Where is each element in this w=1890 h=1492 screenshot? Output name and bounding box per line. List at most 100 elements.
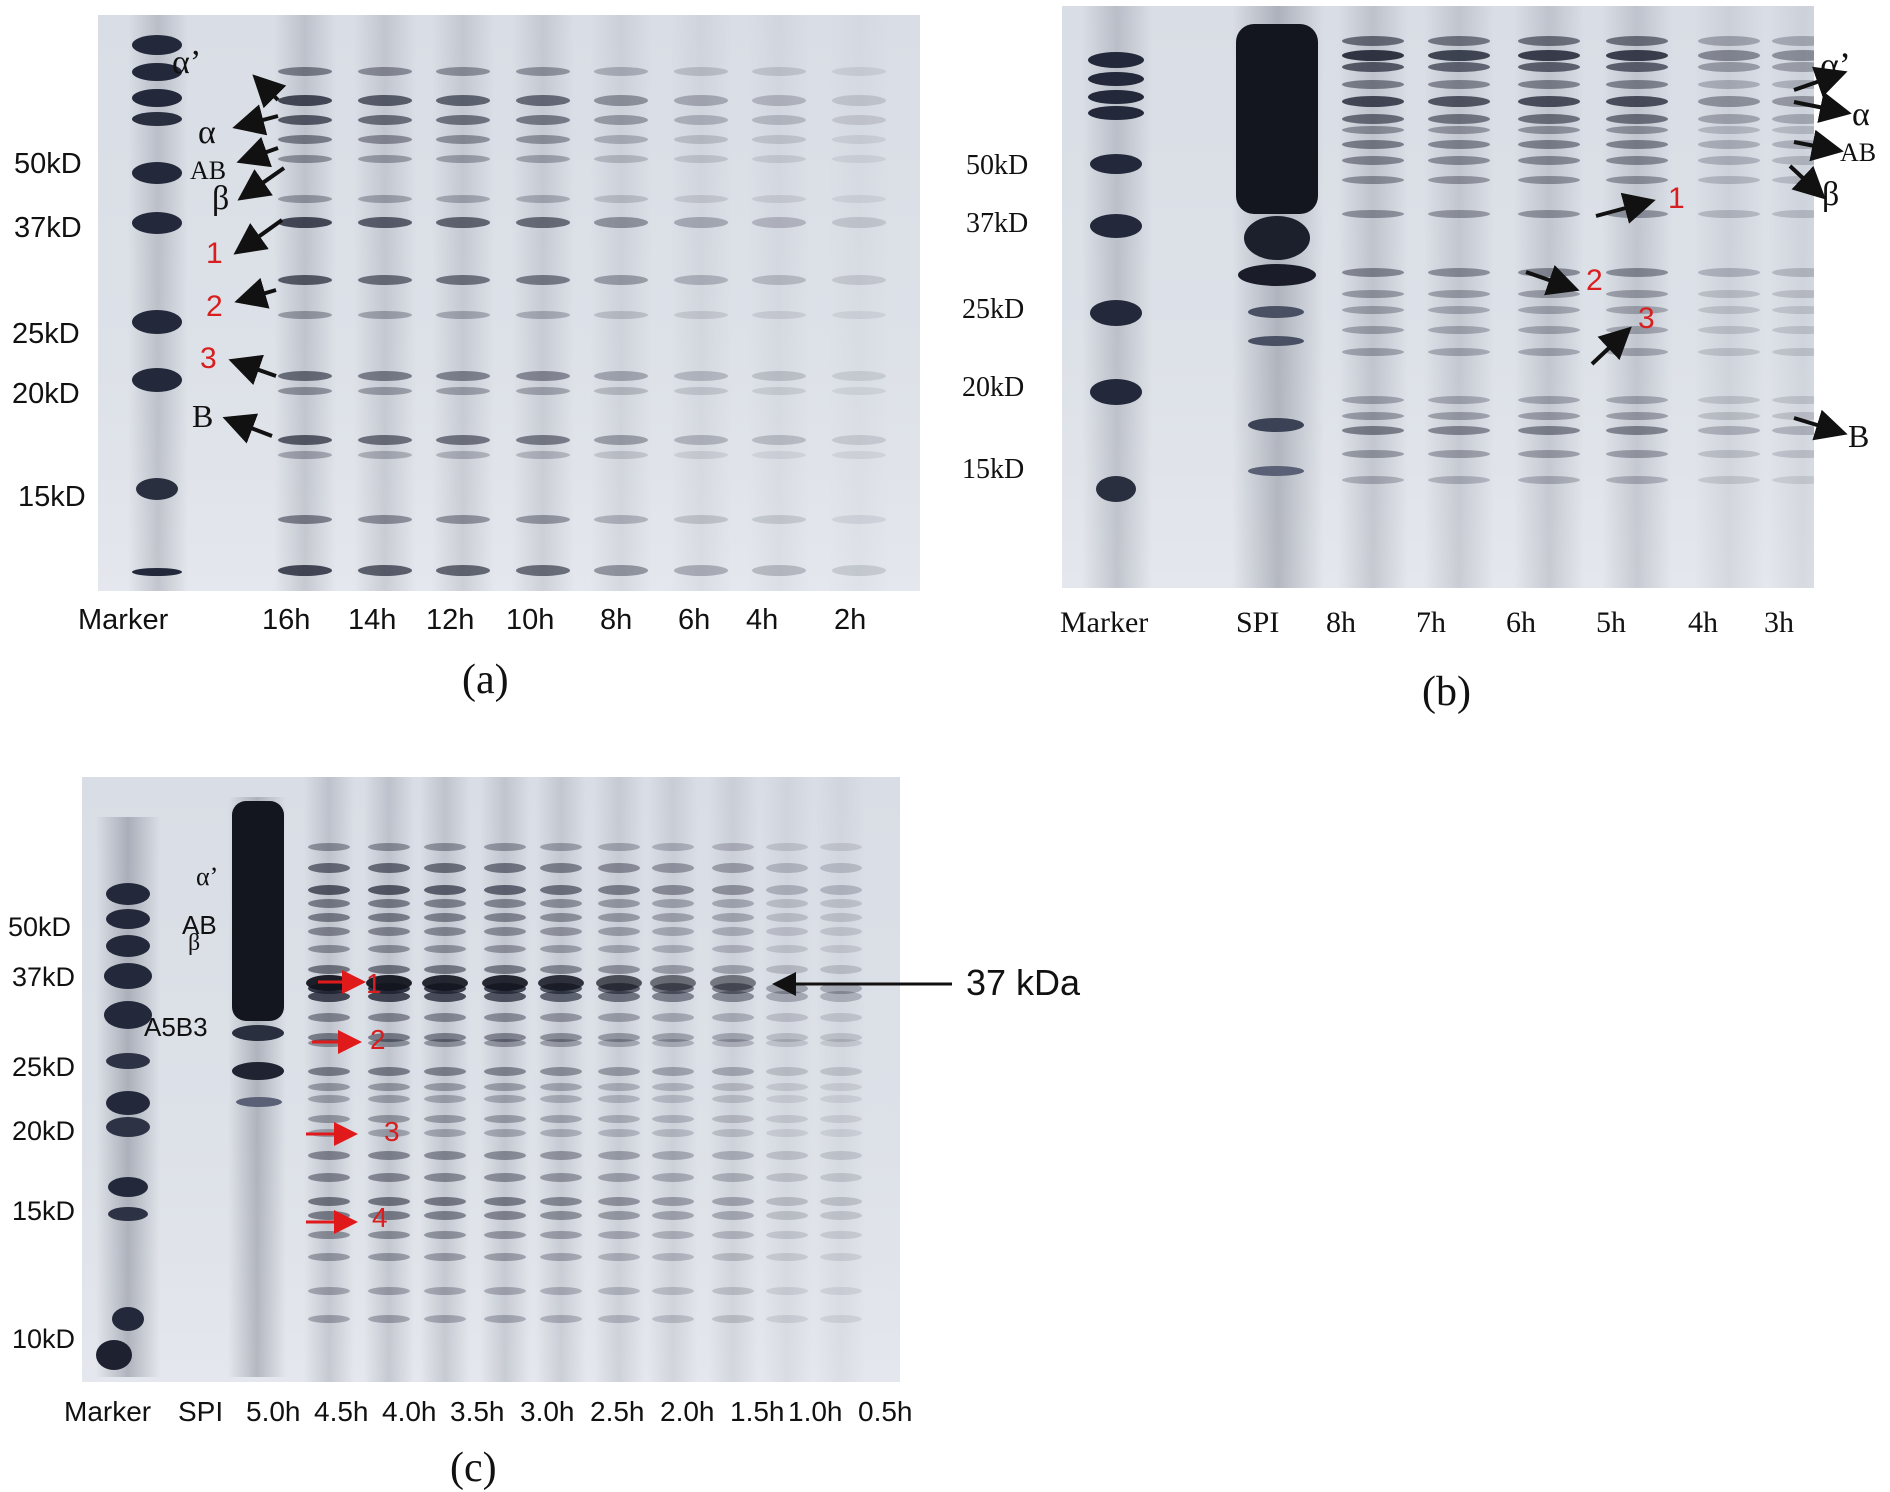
gel-band xyxy=(820,1067,862,1076)
gel-band xyxy=(1772,476,1814,484)
gel-band xyxy=(712,965,754,974)
gel-band xyxy=(358,67,412,76)
gel-band xyxy=(484,927,526,936)
gel-band xyxy=(820,1039,862,1047)
gel-band xyxy=(1428,326,1490,334)
gel-band xyxy=(752,67,806,76)
band-37kda xyxy=(482,975,528,991)
gel-band xyxy=(1342,62,1404,72)
gel-band xyxy=(540,1315,582,1323)
gel-band xyxy=(1518,450,1580,458)
gel-band xyxy=(484,1253,526,1261)
gel-band xyxy=(712,1013,754,1022)
gel-band xyxy=(358,451,412,459)
marker-band xyxy=(112,1307,144,1331)
gel-band xyxy=(752,311,806,319)
gel-band xyxy=(598,991,640,1002)
panel-caption-b: (b) xyxy=(1422,669,1471,715)
gel-band xyxy=(516,371,570,381)
gel-band xyxy=(820,1231,862,1239)
gel-band xyxy=(1772,96,1814,107)
gel-band xyxy=(1606,268,1668,277)
gel-band xyxy=(436,565,490,576)
gel-band xyxy=(712,1151,754,1160)
band-label-c: 2 xyxy=(370,1024,386,1055)
gel-band xyxy=(1518,412,1580,420)
gel-band xyxy=(712,1129,754,1137)
gel-band xyxy=(766,1211,808,1220)
gel-band xyxy=(712,1287,754,1295)
mw-label-c: 20kD xyxy=(12,1116,76,1146)
gel-band xyxy=(436,371,490,381)
gel-band xyxy=(712,927,754,936)
gel-band xyxy=(766,1287,808,1295)
gel-band xyxy=(1772,126,1814,134)
band-label-c: A5B3 xyxy=(144,1012,208,1042)
gel-band xyxy=(1698,210,1760,218)
spi-band xyxy=(236,1097,282,1107)
gel-band xyxy=(484,1095,526,1103)
gel-band xyxy=(358,515,412,524)
gel-band xyxy=(594,371,648,381)
gel-band xyxy=(540,899,582,908)
lane-label-a: 8h xyxy=(600,604,633,636)
gel-band xyxy=(598,899,640,908)
lane-label-c: 3.5h xyxy=(450,1396,505,1427)
gel-band xyxy=(1606,450,1668,458)
gel-band xyxy=(424,1151,466,1160)
band-label-c: AB xyxy=(182,910,217,940)
gel-band xyxy=(424,1253,466,1261)
lane-label-b: 8h xyxy=(1326,606,1356,639)
gel-band xyxy=(674,195,728,203)
gel-band xyxy=(424,1067,466,1076)
band-label-c: 4 xyxy=(372,1202,388,1233)
gel-band xyxy=(832,515,886,524)
gel-band xyxy=(832,115,886,125)
gel-band xyxy=(674,515,728,524)
gel-band xyxy=(308,1033,350,1042)
gel-band xyxy=(820,1315,862,1323)
gel-band xyxy=(766,863,808,873)
lane-label-b: Marker xyxy=(1060,606,1149,639)
gel-band xyxy=(598,885,640,895)
band-label-a: α xyxy=(198,114,216,151)
lane-label-c: 2.0h xyxy=(660,1396,715,1427)
gel-band xyxy=(752,155,806,163)
marker-band xyxy=(106,1053,150,1069)
gel-band xyxy=(712,1231,754,1239)
band-37kda xyxy=(538,975,584,991)
gel-band xyxy=(1606,96,1668,107)
gel-panel-c xyxy=(82,777,900,1382)
gel-band xyxy=(1428,476,1490,484)
gel-band xyxy=(278,195,332,203)
gel-band xyxy=(1518,114,1580,124)
gel-band xyxy=(1518,126,1580,134)
gel-band xyxy=(820,1197,862,1206)
spi-band xyxy=(1238,264,1316,286)
gel-band xyxy=(820,1083,862,1091)
gel-band xyxy=(368,1039,410,1047)
spi-band xyxy=(1248,336,1304,346)
gel-band xyxy=(1606,476,1668,484)
gel-band xyxy=(820,1033,862,1042)
gel-band xyxy=(594,275,648,285)
gel-band xyxy=(484,913,526,922)
gel-band xyxy=(766,885,808,895)
marker-band xyxy=(1090,379,1142,405)
gel-band xyxy=(484,1287,526,1295)
gel-band xyxy=(1772,412,1814,420)
gel-band xyxy=(1518,50,1580,61)
gel-band xyxy=(368,1253,410,1261)
marker-band xyxy=(1090,154,1142,174)
gel-band xyxy=(368,1287,410,1295)
gel-band xyxy=(820,965,862,974)
gel-band xyxy=(358,387,412,395)
gel-band xyxy=(712,913,754,922)
lane-label-c: 1.0h xyxy=(788,1396,843,1427)
gel-band xyxy=(358,135,412,144)
gel-band xyxy=(1772,426,1814,435)
gel-band xyxy=(540,1039,582,1047)
gel-band xyxy=(1606,326,1668,334)
sample-lane xyxy=(364,777,414,1382)
gel-band xyxy=(368,945,410,953)
